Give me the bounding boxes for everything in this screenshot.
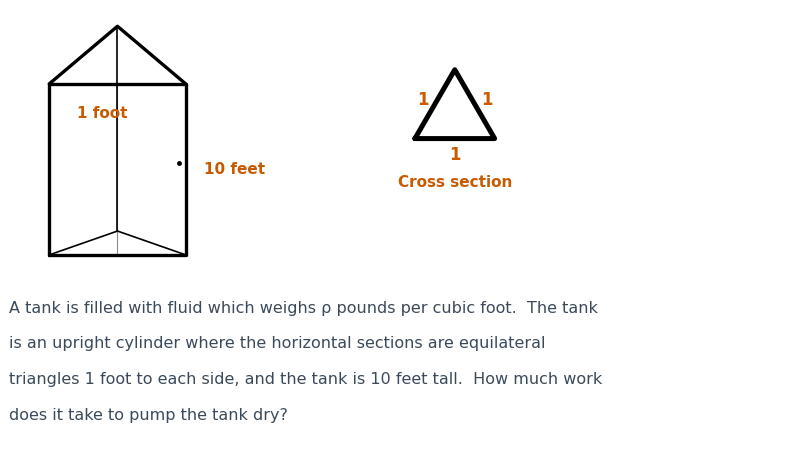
Text: triangles 1 foot to each side, and the tank is 10 feet tall.  How much work: triangles 1 foot to each side, and the t… — [10, 372, 603, 387]
Text: does it take to pump the tank dry?: does it take to pump the tank dry? — [10, 408, 288, 423]
Text: Cross section: Cross section — [397, 175, 512, 190]
Text: 1: 1 — [481, 91, 492, 109]
Text: 1: 1 — [449, 147, 461, 165]
Text: is an upright cylinder where the horizontal sections are equilateral: is an upright cylinder where the horizon… — [10, 336, 546, 351]
Text: A tank is filled with fluid which weighs ρ pounds per cubic foot.  The tank: A tank is filled with fluid which weighs… — [10, 301, 598, 315]
Text: 1 foot: 1 foot — [77, 106, 128, 121]
Text: 10 feet: 10 feet — [204, 162, 265, 177]
Text: 1: 1 — [417, 91, 429, 109]
